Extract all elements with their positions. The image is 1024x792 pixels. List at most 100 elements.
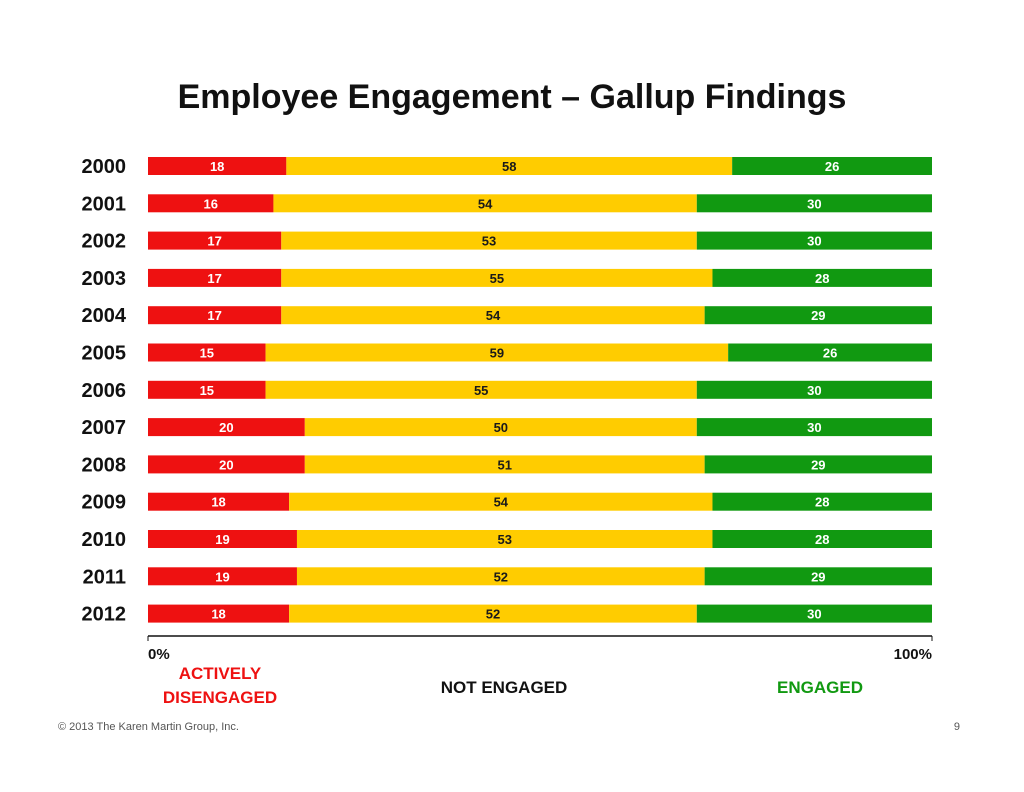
value-label-actively-disengaged-2000: 18 xyxy=(210,159,224,174)
legend-engaged: ENGAGED xyxy=(777,678,863,697)
year-label-2005: 2005 xyxy=(82,343,127,365)
value-label-actively-disengaged-2007: 20 xyxy=(219,420,233,435)
chart-title: Employee Engagement – Gallup Findings xyxy=(177,78,847,116)
bar-not-engaged-2002 xyxy=(281,231,697,250)
value-label-actively-disengaged-2005: 15 xyxy=(200,346,214,361)
x-tick-label-0: 0% xyxy=(148,646,170,663)
bar-actively-disengaged-2001 xyxy=(148,194,274,213)
bar-actively-disengaged-2007 xyxy=(148,418,305,437)
bar-engaged-2000 xyxy=(732,157,932,175)
year-label-2000: 2000 xyxy=(82,156,127,178)
year-label-2010: 2010 xyxy=(82,529,127,551)
bar-actively-disengaged-2009 xyxy=(148,492,290,511)
bar-engaged-2011 xyxy=(704,567,932,586)
value-label-not-engaged-2004: 54 xyxy=(486,308,501,323)
bar-not-engaged-2008 xyxy=(304,455,705,474)
value-label-not-engaged-2008: 51 xyxy=(497,457,511,472)
value-label-not-engaged-2002: 53 xyxy=(482,234,496,249)
bar-actively-disengaged-2006 xyxy=(148,380,266,399)
bar-engaged-2010 xyxy=(712,530,932,548)
value-label-actively-disengaged-2011: 19 xyxy=(215,569,229,584)
value-label-engaged-2006: 30 xyxy=(807,383,821,398)
value-label-actively-disengaged-2003: 17 xyxy=(207,271,221,286)
value-label-engaged-2003: 28 xyxy=(815,271,829,286)
bar-engaged-2001 xyxy=(696,194,932,213)
value-label-not-engaged-2005: 59 xyxy=(490,346,504,361)
legend-actively-disengaged: ACTIVELY DISENGAGED xyxy=(140,662,300,710)
bar-actively-disengaged-2005 xyxy=(148,343,266,362)
value-label-engaged-2005: 26 xyxy=(823,346,837,361)
value-label-actively-disengaged-2008: 20 xyxy=(219,457,233,472)
bar-not-engaged-2011 xyxy=(296,567,705,586)
year-label-2003: 2003 xyxy=(82,268,127,290)
value-label-not-engaged-2006: 55 xyxy=(474,383,488,398)
bar-engaged-2002 xyxy=(696,231,932,250)
bar-engaged-2006 xyxy=(696,380,932,399)
bar-not-engaged-2006 xyxy=(265,380,697,399)
year-label-2007: 2007 xyxy=(82,417,127,439)
value-label-actively-disengaged-2002: 17 xyxy=(207,234,221,249)
bar-actively-disengaged-2002 xyxy=(148,231,282,250)
bar-engaged-2003 xyxy=(712,268,932,287)
legend-not-engaged: NOT ENGAGED xyxy=(440,678,568,697)
value-label-not-engaged-2000: 58 xyxy=(502,159,516,174)
value-label-engaged-2002: 30 xyxy=(807,234,821,249)
value-label-not-engaged-2009: 54 xyxy=(494,495,509,510)
bar-not-engaged-2012 xyxy=(289,604,697,623)
value-label-engaged-2009: 28 xyxy=(815,495,829,510)
value-label-engaged-2012: 30 xyxy=(807,607,821,622)
value-label-actively-disengaged-2004: 17 xyxy=(207,308,221,323)
bar-not-engaged-2009 xyxy=(289,492,713,511)
year-label-2008: 2008 xyxy=(82,454,127,476)
value-label-engaged-2007: 30 xyxy=(807,420,821,435)
bar-engaged-2007 xyxy=(696,418,932,437)
bar-actively-disengaged-2011 xyxy=(148,567,297,586)
bar-not-engaged-2005 xyxy=(265,343,729,362)
bar-not-engaged-2010 xyxy=(296,530,713,548)
value-label-engaged-2008: 29 xyxy=(811,457,825,472)
bar-not-engaged-2004 xyxy=(281,306,705,325)
value-label-not-engaged-2003: 55 xyxy=(490,271,504,286)
value-label-engaged-2010: 28 xyxy=(815,532,829,547)
value-label-not-engaged-2010: 53 xyxy=(497,532,511,547)
value-label-actively-disengaged-2001: 16 xyxy=(203,196,217,211)
value-label-not-engaged-2012: 52 xyxy=(486,607,500,622)
value-label-actively-disengaged-2006: 15 xyxy=(200,383,214,398)
copyright-footer: © 2013 The Karen Martin Group, Inc. xyxy=(58,721,239,733)
bar-not-engaged-2007 xyxy=(304,418,697,437)
bar-engaged-2012 xyxy=(696,604,932,623)
bar-actively-disengaged-2004 xyxy=(148,306,282,325)
legend-disengaged-line1: ACTIVELY xyxy=(178,664,262,683)
bar-not-engaged-2003 xyxy=(281,268,713,287)
value-label-actively-disengaged-2009: 18 xyxy=(211,495,225,510)
x-tick-label-1: 100% xyxy=(894,646,932,663)
bar-not-engaged-2001 xyxy=(273,194,697,213)
value-label-not-engaged-2011: 52 xyxy=(494,569,508,584)
value-label-actively-disengaged-2010: 19 xyxy=(215,532,229,547)
year-label-2012: 2012 xyxy=(82,604,127,626)
value-label-not-engaged-2001: 54 xyxy=(478,196,493,211)
bar-actively-disengaged-2000 xyxy=(148,157,287,175)
year-label-2006: 2006 xyxy=(82,380,127,402)
value-label-engaged-2001: 30 xyxy=(807,196,821,211)
bar-not-engaged-2000 xyxy=(286,157,733,175)
bar-engaged-2005 xyxy=(728,343,932,362)
value-label-actively-disengaged-2012: 18 xyxy=(211,607,225,622)
legend-disengaged-line2: DISENGAGED xyxy=(162,688,278,707)
bar-engaged-2008 xyxy=(704,455,932,474)
value-label-engaged-2000: 26 xyxy=(825,159,839,174)
year-label-2002: 2002 xyxy=(82,231,127,253)
bar-actively-disengaged-2010 xyxy=(148,530,297,548)
value-label-engaged-2004: 29 xyxy=(811,308,825,323)
year-label-2001: 2001 xyxy=(82,193,127,215)
value-label-engaged-2011: 29 xyxy=(811,569,825,584)
bar-actively-disengaged-2003 xyxy=(148,268,282,287)
year-label-2009: 2009 xyxy=(82,492,127,514)
year-label-2004: 2004 xyxy=(82,305,127,327)
year-label-2011: 2011 xyxy=(83,566,126,588)
bar-actively-disengaged-2012 xyxy=(148,604,290,623)
value-label-not-engaged-2007: 50 xyxy=(494,420,508,435)
bar-actively-disengaged-2008 xyxy=(148,455,305,474)
page-number: 9 xyxy=(953,721,960,733)
